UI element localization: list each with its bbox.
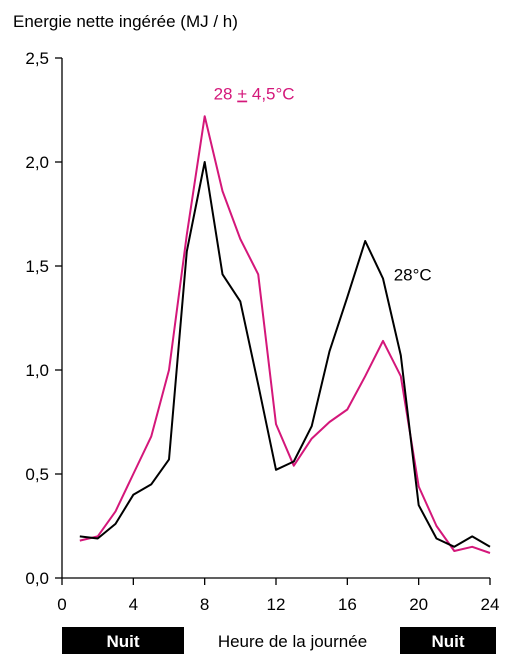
- series-labels: 28 + 4,5°C 28°C: [214, 85, 432, 285]
- x-tick-label: 20: [409, 595, 428, 614]
- y-tick-label: 2,0: [25, 153, 49, 172]
- x-tick-label: 12: [267, 595, 286, 614]
- x-tick-label: 0: [57, 595, 66, 614]
- x-axis-title: Heure de la journée: [217, 632, 368, 651]
- series-line-2: [79, 161, 491, 548]
- night-band-right: Nuit: [400, 627, 496, 654]
- x-tick-label: 24: [481, 595, 500, 614]
- x-tick-label: 4: [129, 595, 138, 614]
- series-line-1: [79, 115, 491, 554]
- night-band-left: Nuit: [62, 627, 184, 654]
- y-tick-label: 0,5: [25, 465, 49, 484]
- y-ticks: 0,0 0,5 1,0 1,5 2,0 2,5: [25, 49, 62, 588]
- x-ticks: 0 4 8 12 16 20 24: [57, 578, 499, 614]
- x-tick-label: 8: [200, 595, 209, 614]
- y-tick-label: 0,0: [25, 569, 49, 588]
- y-tick-label: 1,5: [25, 257, 49, 276]
- series-label-1: 28 + 4,5°C: [214, 85, 295, 104]
- y-tick-label: 2,5: [25, 49, 49, 68]
- y-tick-label: 1,0: [25, 361, 49, 380]
- line-chart: 0,0 0,5 1,0 1,5 2,0 2,5 0 4 8 12 16 20 24 28 + 4,5°…: [25, 49, 499, 614]
- series-label-2: 28°C: [394, 266, 432, 285]
- y-axis-title: Energie nette ingérée (MJ / h): [13, 12, 238, 31]
- series-lines: [79, 115, 491, 554]
- x-tick-label: 16: [338, 595, 357, 614]
